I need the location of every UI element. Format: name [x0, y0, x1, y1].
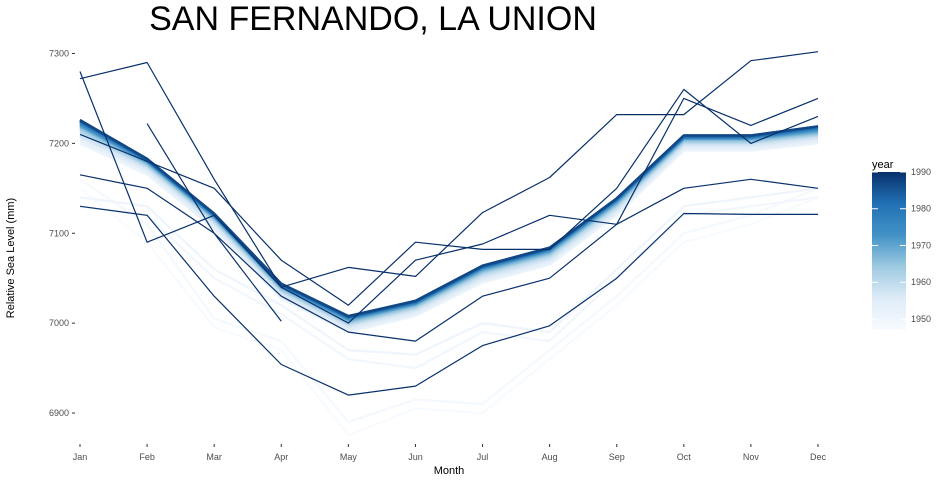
series-line — [79, 139, 819, 332]
x-tick-label: Oct — [677, 452, 692, 462]
x-tick-label: Jan — [73, 452, 88, 462]
y-tick-label: 7100 — [49, 228, 69, 238]
x-tick-label: Feb — [139, 452, 155, 462]
series-line — [79, 51, 819, 288]
x-axis-ticks: Jan Feb Mar Apr May Jun Jul Aug Sep Oct Nov Dec — [73, 444, 827, 462]
series-line — [79, 187, 819, 356]
legend-ticks: 1950 1960 1970 1980 1990 — [872, 167, 931, 324]
series-lines — [79, 51, 819, 437]
y-tick-label: 6900 — [49, 408, 69, 418]
x-tick-label: Nov — [743, 452, 760, 462]
legend-tick-label: 1970 — [911, 240, 931, 250]
x-axis-label: Month — [434, 465, 465, 477]
x-tick-label: Sep — [609, 452, 625, 462]
series-line — [146, 123, 282, 322]
x-tick-label: Apr — [274, 452, 288, 462]
y-axis-label: Relative Sea Level (mm) — [5, 198, 17, 318]
x-tick-label: Jul — [477, 452, 489, 462]
legend-tick-label: 1960 — [911, 277, 931, 287]
legend: year 1950 1960 1970 1980 1990 — [872, 159, 931, 330]
series-line — [79, 71, 819, 324]
series-line — [79, 205, 818, 396]
legend-tick-label: 1990 — [911, 167, 931, 177]
legend-tick-label: 1950 — [911, 314, 931, 324]
x-tick-label: Dec — [810, 452, 827, 462]
y-tick-label: 7300 — [49, 48, 69, 58]
x-tick-label: May — [340, 452, 358, 462]
series-line — [79, 119, 819, 318]
x-tick-label: Jun — [408, 452, 423, 462]
legend-tick-label: 1980 — [911, 204, 931, 214]
series-line — [79, 88, 819, 306]
y-tick-label: 7200 — [49, 138, 69, 148]
legend-title: year — [872, 159, 894, 171]
y-tick-label: 7000 — [49, 318, 69, 328]
series-line — [79, 142, 819, 334]
x-tick-label: Mar — [206, 452, 222, 462]
legend-colorbar — [872, 172, 906, 330]
y-axis-ticks: 6900 7000 7100 7200 7300 — [49, 48, 75, 418]
series-line — [79, 174, 819, 342]
chart-title: SAN FERNANDO, LA UNION — [149, 0, 597, 38]
series-line — [79, 187, 819, 437]
x-tick-label: Aug — [542, 452, 558, 462]
series-line — [79, 178, 819, 424]
